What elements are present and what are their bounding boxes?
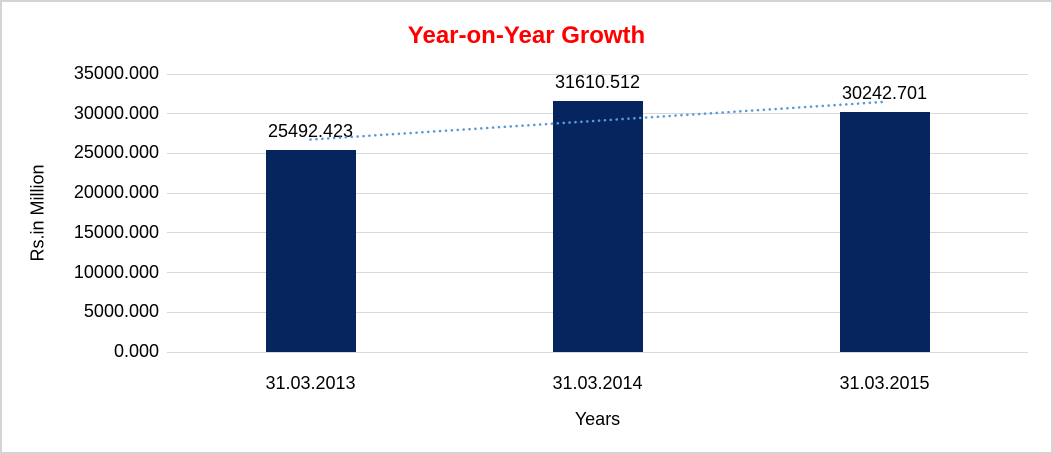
y-tick-label: 25000.000 [73, 142, 159, 163]
bar [839, 111, 930, 352]
y-tick-label: 20000.000 [73, 182, 159, 203]
y-gridline [167, 351, 1028, 353]
plot-area: 25492.423 31.03.2013 31610.512 31.03.2014 30… [167, 71, 1028, 393]
y-tick-label: 5000.000 [83, 301, 159, 322]
y-gridline [167, 73, 1028, 75]
y-tick-label: 30000.000 [73, 102, 159, 123]
y-tick-label: 0.000 [113, 341, 159, 361]
bar [552, 100, 643, 352]
chart-title: Year-on-Year Growth [407, 22, 646, 49]
x-axis-title: Years [574, 409, 621, 429]
y-tick-label: 10000.000 [73, 261, 159, 282]
bar-value-label: 31610.512 [554, 71, 641, 92]
x-tick-label: 31.03.2013 [265, 373, 356, 393]
bar [265, 149, 356, 352]
x-tick-label: 31.03.2015 [839, 373, 930, 393]
bar-value-label: 25492.423 [267, 120, 354, 141]
x-tick-label: 31.03.2014 [552, 373, 643, 393]
trendline [309, 100, 886, 141]
y-tick-label: 15000.000 [73, 221, 159, 242]
y-tick-label: 35000.000 [73, 63, 159, 83]
y-axis-title: Rs.in Million [27, 164, 48, 262]
bar-value-label: 30242.701 [841, 82, 928, 103]
